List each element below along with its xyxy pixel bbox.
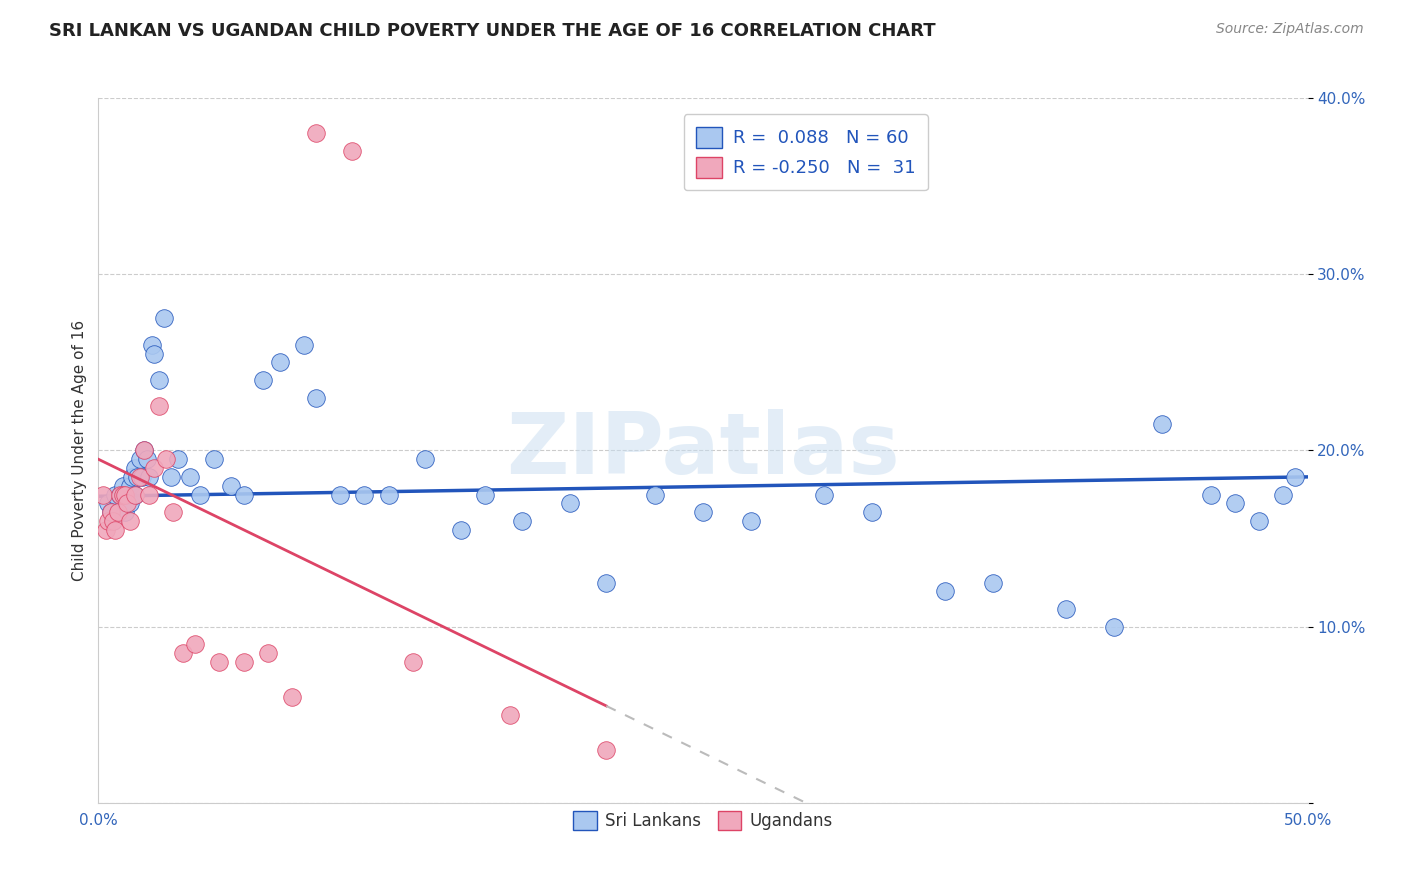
Point [377, 487, 399, 501]
Point [232, 487, 254, 501]
Point [114, 505, 136, 519]
Point [498, 707, 520, 722]
Point [108, 487, 131, 501]
Point [188, 487, 211, 501]
Point [100, 505, 122, 519]
Point [108, 487, 131, 501]
Point [256, 646, 278, 660]
Point [934, 584, 956, 599]
Point [121, 470, 143, 484]
Point [342, 144, 364, 158]
Point [131, 470, 153, 484]
Point [143, 346, 166, 360]
Legend: Sri Lankans, Ugandans: Sri Lankans, Ugandans [567, 805, 839, 837]
Point [111, 487, 134, 501]
Point [644, 487, 666, 501]
Point [94, 523, 117, 537]
Point [172, 646, 194, 660]
Point [111, 478, 134, 492]
Point [138, 470, 160, 484]
Point [860, 505, 883, 519]
Point [114, 487, 136, 501]
Point [107, 505, 129, 519]
Point [1102, 619, 1125, 633]
Point [558, 496, 581, 510]
Point [184, 637, 207, 651]
Point [148, 400, 170, 414]
Point [152, 311, 174, 326]
Point [692, 505, 714, 519]
Point [281, 690, 304, 705]
Point [107, 505, 129, 519]
Point [1223, 496, 1246, 510]
Point [128, 470, 150, 484]
Point [1284, 470, 1306, 484]
Point [100, 505, 122, 519]
Point [97, 514, 120, 528]
Point [413, 452, 436, 467]
Point [510, 514, 533, 528]
Point [162, 505, 184, 519]
Text: Source: ZipAtlas.com: Source: ZipAtlas.com [1216, 22, 1364, 37]
Point [118, 514, 141, 528]
Point [269, 355, 291, 369]
Point [118, 478, 141, 492]
Point [138, 487, 160, 501]
Point [97, 496, 120, 510]
Y-axis label: Child Poverty Under the Age of 16: Child Poverty Under the Age of 16 [72, 320, 87, 581]
Point [127, 470, 149, 484]
Point [1054, 602, 1077, 616]
Point [134, 443, 156, 458]
Point [111, 487, 134, 501]
Point [104, 487, 127, 501]
Point [329, 487, 352, 501]
Point [117, 487, 139, 501]
Point [91, 487, 114, 501]
Point [135, 452, 157, 467]
Point [232, 655, 254, 669]
Point [740, 514, 762, 528]
Point [143, 461, 166, 475]
Point [160, 470, 183, 484]
Point [124, 461, 146, 475]
Point [155, 452, 177, 467]
Point [1152, 417, 1174, 431]
Point [101, 514, 124, 528]
Point [813, 487, 835, 501]
Point [104, 523, 127, 537]
Point [292, 337, 315, 351]
Text: SRI LANKAN VS UGANDAN CHILD POVERTY UNDER THE AGE OF 16 CORRELATION CHART: SRI LANKAN VS UGANDAN CHILD POVERTY UNDE… [49, 22, 936, 40]
Point [1199, 487, 1222, 501]
Point [148, 373, 170, 387]
Point [204, 452, 226, 467]
Point [1249, 514, 1271, 528]
Point [208, 655, 231, 669]
Point [595, 743, 617, 757]
Point [124, 487, 146, 501]
Point [117, 496, 139, 510]
Point [305, 391, 328, 405]
Point [128, 452, 150, 467]
Point [595, 575, 617, 590]
Point [179, 470, 201, 484]
Point [1272, 487, 1295, 501]
Point [353, 487, 375, 501]
Point [252, 373, 274, 387]
Point [474, 487, 496, 501]
Point [305, 126, 328, 140]
Point [221, 478, 243, 492]
Point [141, 337, 163, 351]
Point [167, 452, 190, 467]
Point [450, 523, 472, 537]
Text: ZIPatlas: ZIPatlas [506, 409, 900, 492]
Point [134, 443, 156, 458]
Point [981, 575, 1004, 590]
Point [118, 496, 141, 510]
Point [124, 487, 146, 501]
Point [402, 655, 425, 669]
Point [101, 514, 124, 528]
